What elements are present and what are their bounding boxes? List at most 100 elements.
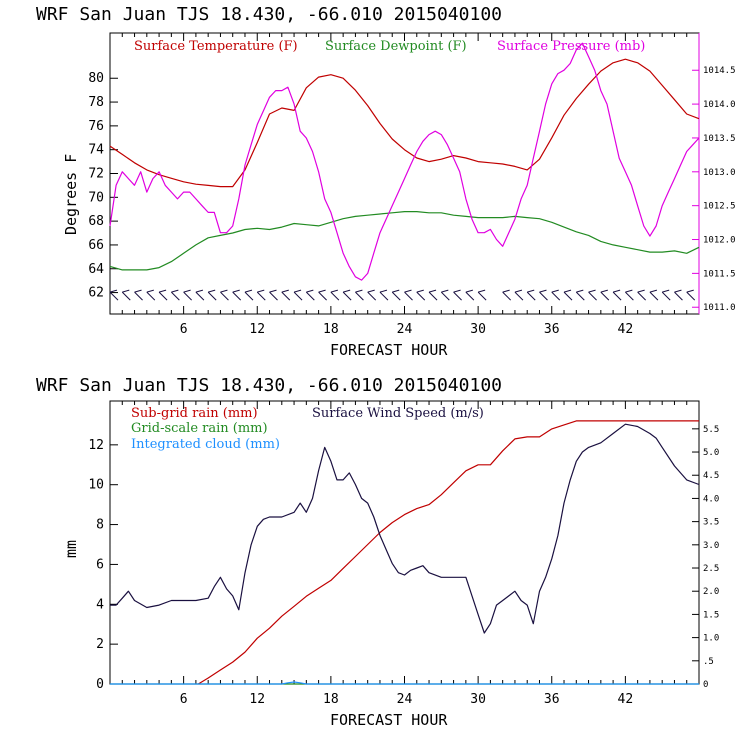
wind-barb xyxy=(391,291,401,301)
top-y-tick-label: 64 xyxy=(88,262,104,277)
bottom-y-tick-label: 4 xyxy=(96,597,104,612)
wind-barb xyxy=(269,291,278,301)
bottom-y2-tick-label: 4.0 xyxy=(703,494,719,504)
bottom-y2-tick-label: 1.0 xyxy=(703,634,719,644)
bottom-chart-title: WRF San Juan TJS 18.430, -66.010 2015040… xyxy=(36,375,502,396)
wind-barb xyxy=(146,291,156,301)
wind-barb xyxy=(563,291,573,301)
wind-barb xyxy=(183,291,192,301)
bottom-panel: WRF San Juan TJS 18.430, -66.010 2015040… xyxy=(36,375,719,729)
wind-barb-flag xyxy=(539,289,547,293)
wind-barb xyxy=(637,291,646,301)
bottom-y-tick-label: 6 xyxy=(96,557,104,572)
wind-barb-flag xyxy=(600,289,608,293)
bottom-y2-tick-label: 5.0 xyxy=(703,448,719,458)
wind-barb xyxy=(526,291,536,301)
wind-barb xyxy=(514,291,524,301)
wind-barb-flag xyxy=(453,289,461,293)
wind-barb-flag xyxy=(502,289,510,293)
wind-barb-flag xyxy=(355,289,363,293)
bottom-y2-tick-label: 1.5 xyxy=(703,610,719,620)
wind-barb-flag xyxy=(220,289,228,293)
top-series xyxy=(109,42,700,281)
wind-barb xyxy=(318,291,327,301)
top-x-tick-label: 24 xyxy=(397,322,413,337)
top-x-tick-label: 36 xyxy=(544,322,560,337)
bottom-series xyxy=(110,420,700,685)
top-x-tick-label: 42 xyxy=(618,322,634,337)
legend-wind-speed: Surface Wind Speed (m/s) xyxy=(312,406,484,421)
bottom-x-tick-label: 12 xyxy=(249,692,265,707)
bottom-x-tick-label: 6 xyxy=(180,692,188,707)
wind-barb-flag xyxy=(208,289,216,293)
bottom-y2-tick-label: 4.5 xyxy=(703,471,719,481)
top-x-tick-label: 30 xyxy=(470,322,486,337)
wind-barb-flag xyxy=(551,289,559,293)
bottom-x-tick-label: 18 xyxy=(323,692,339,707)
top-y2-tick-label: 1011.5 xyxy=(703,269,736,279)
legend-temperature: Surface Temperature (F) xyxy=(134,39,298,54)
top-y-tick-label: 62 xyxy=(88,286,104,301)
wind-barb xyxy=(674,291,683,301)
legend-gridscale-rain: Grid-scale rain (mm) xyxy=(131,421,268,436)
bottom-y2-tick-label: 3.5 xyxy=(703,518,719,528)
wind-barb xyxy=(367,291,377,301)
wind-barb xyxy=(588,291,597,301)
wind-barb-flag xyxy=(158,289,167,293)
legend-subgrid-rain: Sub-grid rain (mm) xyxy=(131,406,258,421)
wind-barb-flag xyxy=(269,289,277,293)
wind-barb xyxy=(404,291,413,301)
wind-barb-flag xyxy=(306,289,314,293)
top-plot-frame xyxy=(109,32,700,315)
wind-barb-flag xyxy=(662,289,670,293)
top-series-line-0 xyxy=(109,58,700,188)
wind-barb xyxy=(220,291,229,301)
wind-barb xyxy=(649,291,659,301)
top-panel: WRF San Juan TJS 18.430, -66.010 2015040… xyxy=(36,4,736,359)
wind-barb xyxy=(355,291,364,301)
top-y-tick-label: 78 xyxy=(88,95,104,110)
wind-barb-flag xyxy=(441,289,449,293)
wind-barb-flag xyxy=(195,289,204,293)
wind-barb-flag xyxy=(527,289,535,293)
wind-barb xyxy=(121,291,131,301)
wind-barb xyxy=(330,291,340,301)
wind-barb-flag xyxy=(465,289,473,293)
legend-dewpoint: Surface Dewpoint (F) xyxy=(325,39,467,54)
wind-barb xyxy=(551,291,561,301)
wind-barb xyxy=(281,291,291,301)
top-y-tick-label: 80 xyxy=(88,71,104,86)
wind-barb xyxy=(440,291,450,301)
bottom-y-tick-label: 10 xyxy=(88,478,104,493)
bottom-x-tick-label: 42 xyxy=(618,692,634,707)
bottom-y-tick-label: 8 xyxy=(96,518,104,533)
bottom-y2-tick-label: 2.0 xyxy=(703,587,719,597)
wind-barb xyxy=(379,291,389,301)
wind-barb xyxy=(342,291,352,301)
wind-barb xyxy=(244,291,254,301)
bottom-y-axis-label: mm xyxy=(62,540,80,558)
bottom-x-tick-label: 36 xyxy=(544,692,560,707)
top-x-axis-label: FORECAST HOUR xyxy=(330,341,448,359)
wind-barb xyxy=(477,291,487,301)
wind-barb-flag xyxy=(232,289,240,293)
wind-barb xyxy=(575,291,585,301)
top-y-tick-label: 70 xyxy=(88,190,104,205)
wind-barb-flag xyxy=(612,289,621,293)
wind-barb-flag xyxy=(318,289,326,293)
wind-barb xyxy=(416,291,426,301)
wind-barb-flag xyxy=(649,289,658,293)
bottom-series-line-2 xyxy=(110,681,699,685)
top-y2-tick-label: 1011.0 xyxy=(703,303,736,313)
top-y-tick-label: 66 xyxy=(88,238,104,253)
top-series-line-2 xyxy=(109,42,700,281)
wind-barb-flag xyxy=(244,289,253,293)
top-series-line-1 xyxy=(109,211,700,271)
bottom-y-tick-label: 2 xyxy=(96,637,104,652)
top-chart-title: WRF San Juan TJS 18.430, -66.010 2015040… xyxy=(36,4,502,25)
wind-barb xyxy=(428,291,438,301)
wind-barb-flag xyxy=(293,289,302,293)
bottom-y-tick-label: 0 xyxy=(96,677,104,692)
top-y-tick-label: 74 xyxy=(88,143,104,158)
